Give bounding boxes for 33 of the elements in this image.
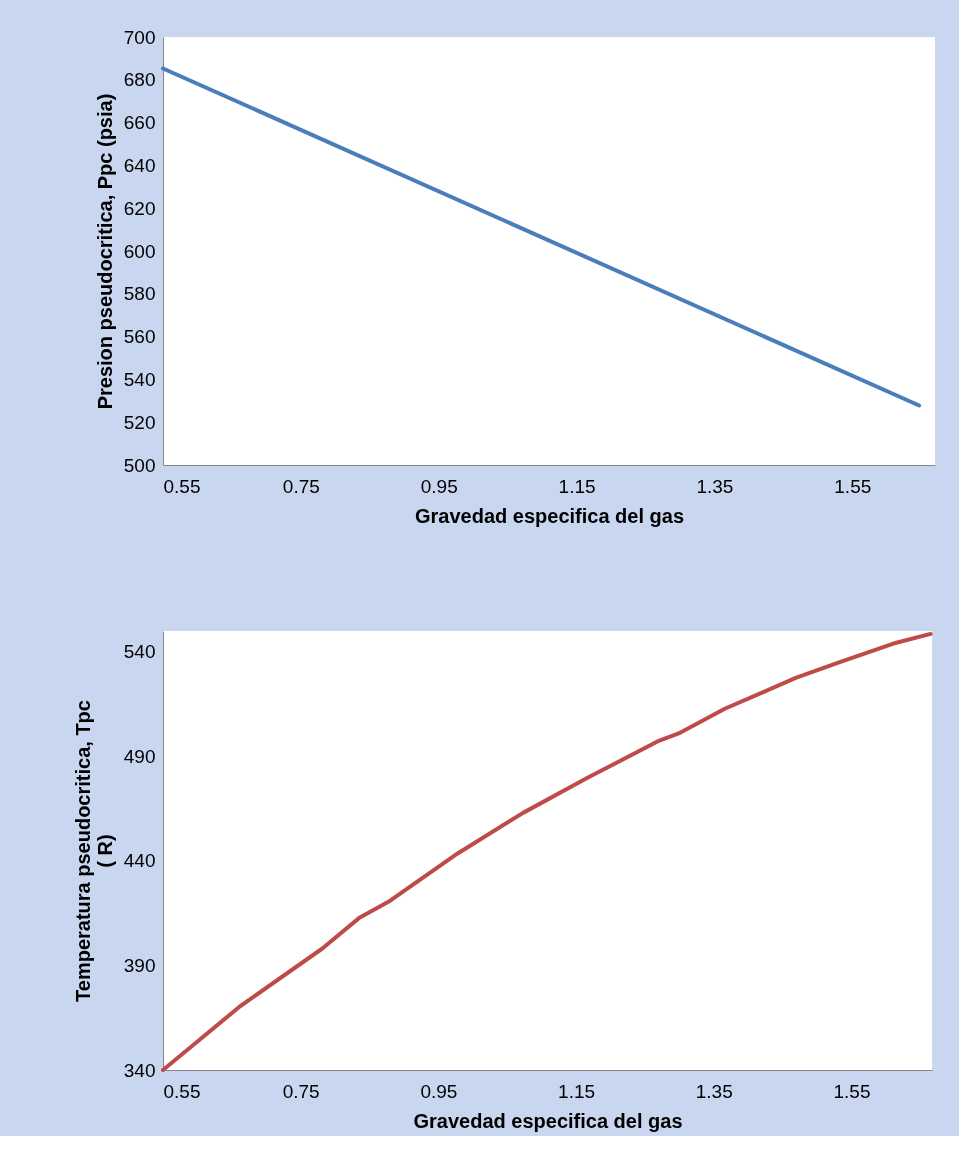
y-tick-label: 660 xyxy=(123,112,156,134)
line-series xyxy=(161,631,933,1072)
y-tick-label: 520 xyxy=(123,411,156,433)
x-tick-label: 1.15 xyxy=(558,1080,596,1102)
y-tick-label: 390 xyxy=(123,954,156,976)
x-axis-title: Gravedad especifica del gas xyxy=(414,504,685,527)
x-tick-label: 1.55 xyxy=(833,1080,871,1102)
y-tick-label: 500 xyxy=(123,454,156,476)
x-tick-label: 1.35 xyxy=(696,475,734,497)
y-tick-label: 600 xyxy=(123,240,156,262)
x-tick-label: 1.15 xyxy=(558,475,596,497)
x-tick-label: 1.55 xyxy=(834,475,872,497)
y-tick-label: 340 xyxy=(123,1059,156,1081)
x-tick-label: 0.55 xyxy=(163,1080,201,1102)
y-axis-title: Presion pseudocritica, Ppc (psia) xyxy=(93,93,116,410)
x-tick-label: 0.95 xyxy=(420,1080,458,1102)
y-tick-label: 560 xyxy=(123,326,156,348)
y-tick-label: 490 xyxy=(123,745,156,767)
y-axis-title: Temperatura pseudocritica, Tpc ( R) xyxy=(71,700,116,1002)
x-tick-label: 0.75 xyxy=(282,475,320,497)
x-tick-label: 0.95 xyxy=(420,475,458,497)
y-tick-label: 540 xyxy=(123,368,156,390)
y-tick-label: 540 xyxy=(123,641,156,663)
y-tick-label: 620 xyxy=(123,197,156,219)
y-tick-label: 700 xyxy=(123,26,156,48)
y-tick-label: 680 xyxy=(123,69,156,91)
y-tick-label: 440 xyxy=(123,850,156,872)
x-axis-title: Gravedad especifica del gas xyxy=(413,1109,683,1132)
x-tick-label: 1.35 xyxy=(695,1080,733,1102)
x-tick-label: 0.55 xyxy=(163,475,201,497)
x-tick-label: 0.75 xyxy=(282,1080,320,1102)
y-tick-label: 580 xyxy=(123,283,156,305)
y-tick-label: 640 xyxy=(123,154,156,176)
